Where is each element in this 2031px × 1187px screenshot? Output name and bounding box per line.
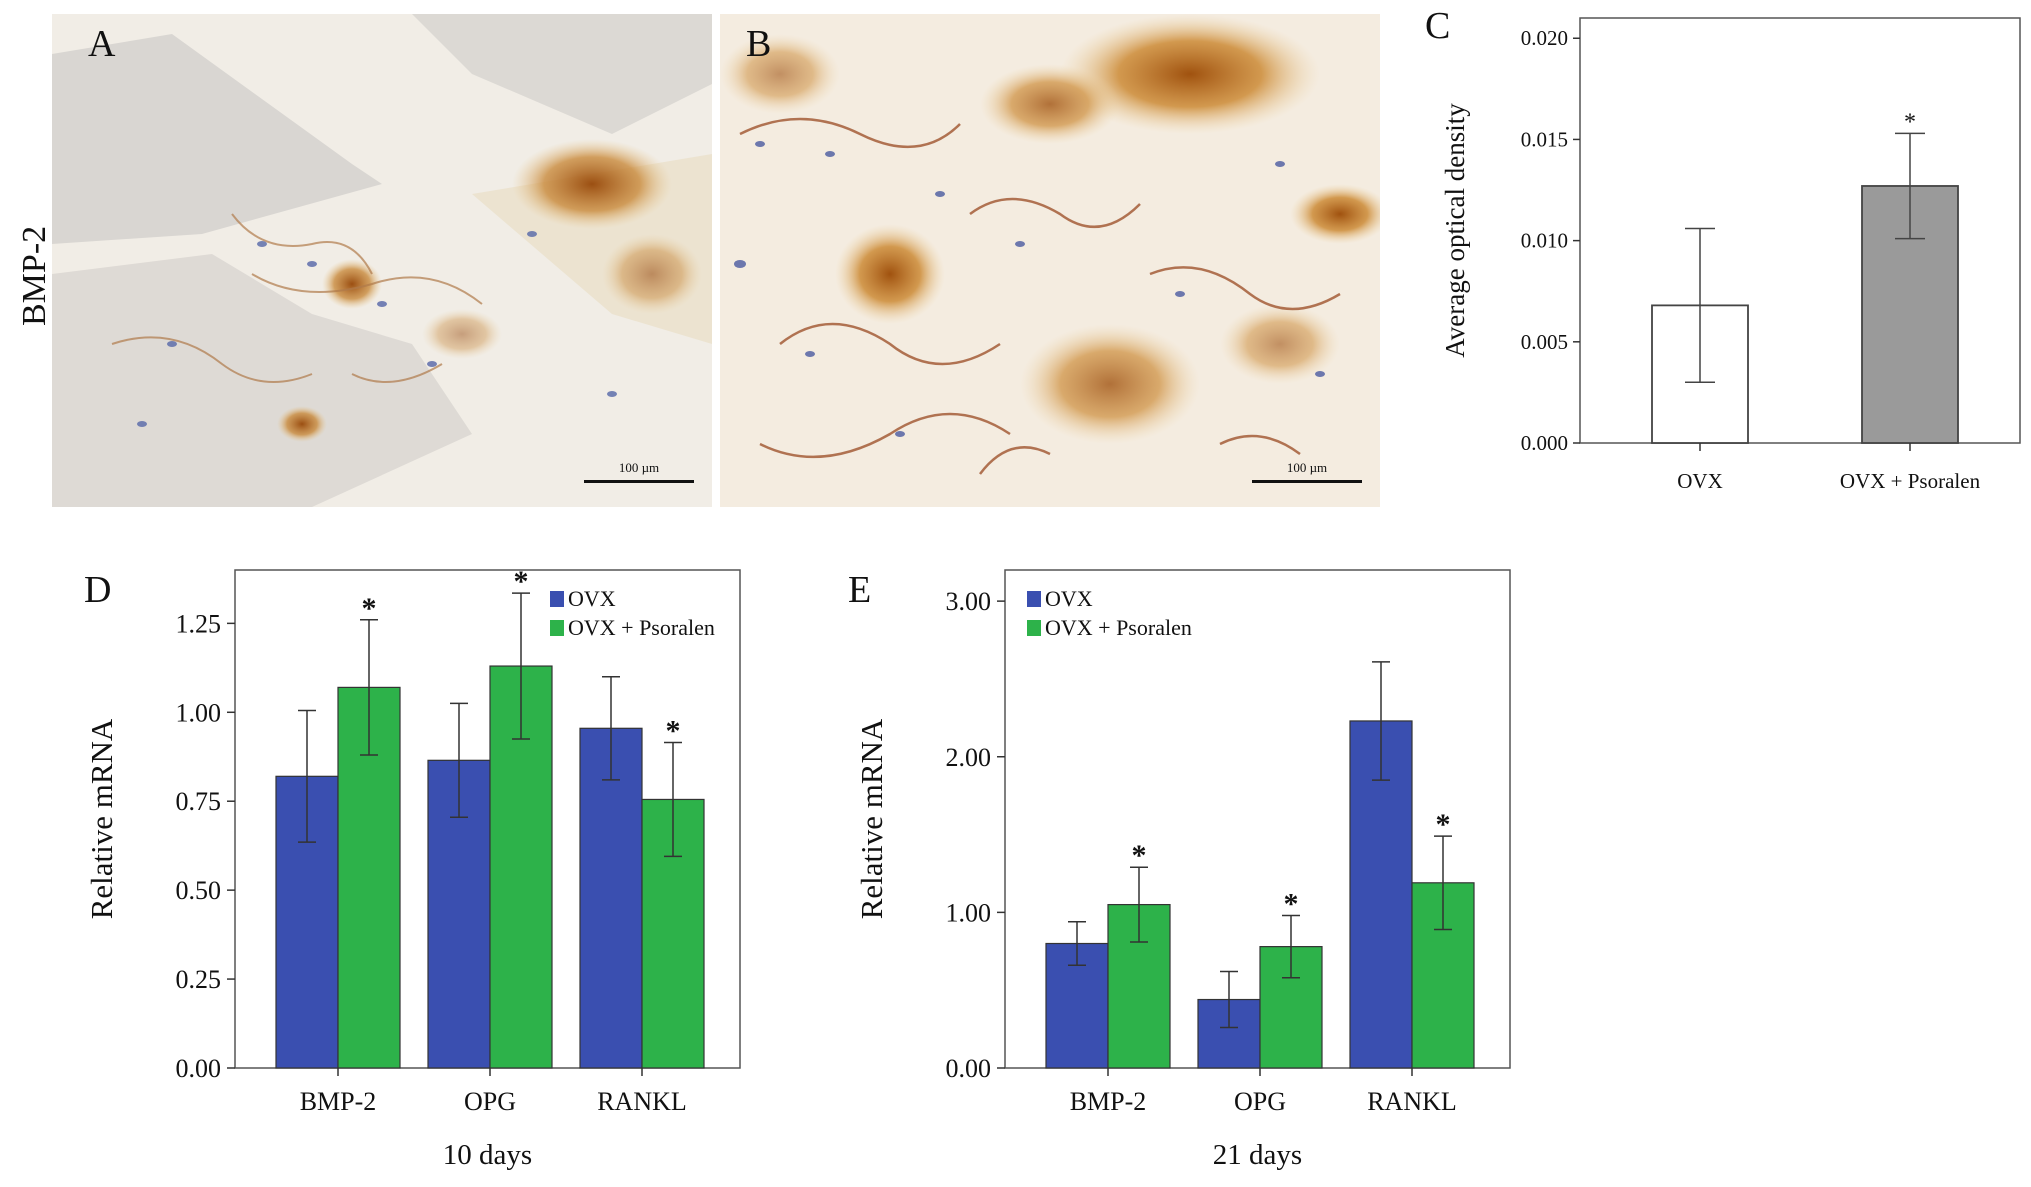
legend-label: OVX + Psoralen (1045, 615, 1192, 640)
scale-bar-a-label: 100 µm (619, 460, 659, 475)
row-label: BMP-2 (16, 225, 53, 326)
chart-e: 0.00 1.00 2.00 3.00 Relative mRNA * BMP-2 * OPG *… (854, 569, 1511, 1171)
panel-letter-c: C (1425, 5, 1451, 47)
y-tick-label: 3.00 (946, 587, 992, 616)
y-axis-label: Relative mRNA (854, 718, 889, 919)
significance-mark: * (514, 565, 529, 598)
micrograph-a: 100 µm (52, 14, 712, 507)
x-tick-label: BMP-2 (300, 1087, 377, 1116)
x-tick-label: OPG (1234, 1087, 1286, 1116)
y-tick-label: 0.005 (1521, 330, 1568, 354)
y-tick-label: 0.010 (1521, 229, 1568, 253)
y-axis-label: Relative mRNA (84, 718, 119, 919)
y-tick-label: 0.000 (1521, 431, 1568, 455)
x-tick-label: OVX + Psoralen (1840, 469, 1981, 493)
chart-c: 0.000 0.005 0.010 0.015 0.020 Average optical… (1440, 17, 2021, 493)
y-tick-label: 0.00 (176, 1054, 222, 1083)
y-tick-label: 1.00 (176, 698, 222, 727)
y-tick-label: 0.50 (176, 876, 222, 905)
panel-letter-a: A (88, 23, 116, 65)
panel-letter-b: B (746, 23, 772, 65)
y-tick-label: 1.00 (946, 898, 992, 927)
x-tick-label: RANKL (1367, 1087, 1457, 1116)
scale-bar-b-label: 100 µm (1287, 460, 1327, 475)
legend-swatch (1027, 591, 1041, 607)
y-tick-label: 0.015 (1521, 127, 1568, 151)
bar (1411, 882, 1475, 1069)
significance-mark: * (1132, 839, 1147, 872)
y-tick-label: 0.75 (176, 787, 222, 816)
significance-mark: * (1284, 887, 1299, 920)
legend-swatch (550, 620, 564, 636)
micrograph-b-image: 100 µm (720, 14, 1380, 507)
legend-swatch (550, 591, 564, 607)
significance-mark: * (362, 592, 377, 625)
x-tick-label: OVX (1677, 469, 1723, 493)
micrograph-b: 100 µm (720, 14, 1380, 507)
legend-label: OVX + Psoralen (568, 615, 715, 640)
x-tick-label: RANKL (597, 1087, 687, 1116)
y-tick-label: 2.00 (946, 743, 992, 772)
legend-label: OVX (1045, 586, 1093, 611)
chart-d: 0.00 0.25 0.50 0.75 1.00 1.25 Relative mRNA * BM… (84, 565, 741, 1171)
significance-mark: * (1436, 808, 1451, 841)
bar (579, 727, 643, 1069)
legend-label: OVX (568, 586, 616, 611)
panel-letter-d: D (84, 569, 112, 611)
y-tick-label: 1.25 (176, 609, 222, 638)
significance-mark: * (666, 715, 681, 748)
y-axis-label: Average optical density (1440, 103, 1470, 358)
legend-swatch (1027, 620, 1041, 636)
y-tick-label: 0.00 (946, 1054, 992, 1083)
plot-frame (1579, 17, 2021, 444)
y-tick-label: 0.25 (176, 965, 222, 994)
x-axis-label: 21 days (1213, 1139, 1302, 1171)
panel-letter-e: E (848, 569, 872, 611)
x-tick-label: BMP-2 (1070, 1087, 1147, 1116)
significance-mark: * (1904, 109, 1916, 135)
x-axis-label: 10 days (443, 1139, 532, 1171)
micrograph-a-image: 100 µm (52, 14, 712, 507)
x-tick-label: OPG (464, 1087, 516, 1116)
y-tick-label: 0.020 (1521, 26, 1568, 50)
